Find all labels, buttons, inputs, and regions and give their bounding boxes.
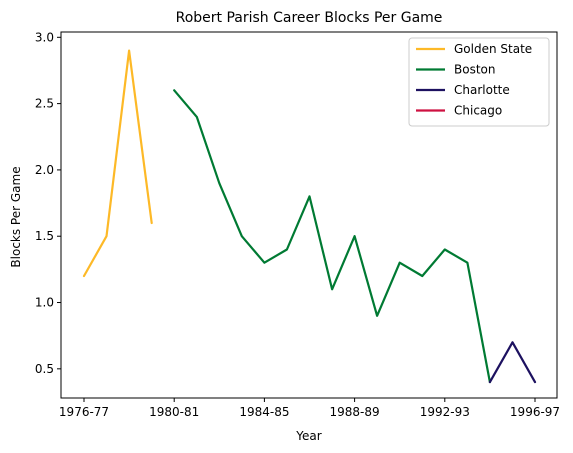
x-axis-label: Year	[295, 429, 321, 443]
x-tick-label: 1984-85	[239, 405, 289, 419]
y-tick-label: 1.5	[35, 229, 54, 243]
legend-label: Charlotte	[454, 83, 510, 97]
legend-box	[408, 37, 550, 127]
chart-title: Robert Parish Career Blocks Per Game	[176, 10, 443, 26]
legend-label: Golden State	[454, 42, 532, 56]
legend-label: Chicago	[454, 104, 502, 118]
plot-area: 1976-77 1980-81 1984-85 1988-89 1992-93 1996-…	[35, 30, 560, 419]
legend: Golden State Boston Charlotte Chicago	[408, 37, 550, 127]
x-tick-label: 1992-93	[420, 405, 470, 419]
series-line-boston	[173, 89, 491, 384]
legend-label: Boston	[454, 63, 495, 77]
y-tick-label: 2.0	[35, 163, 54, 177]
x-tick-label: 1976-77	[59, 405, 109, 419]
y-tick-label: 1.0	[35, 296, 54, 310]
x-tick-label: 1980-81	[149, 405, 199, 419]
y-tick-label: 3.0	[35, 30, 54, 44]
axes-frame	[60, 31, 558, 399]
series-line-golden-state	[82, 49, 153, 278]
y-tick-label: 0.5	[35, 362, 54, 376]
series-line-charlotte	[488, 341, 537, 384]
x-tick-label: 1988-89	[330, 405, 380, 419]
x-tick-label: 1996-97	[510, 405, 560, 419]
y-axis-label: Blocks Per Game	[9, 166, 23, 267]
y-tick-label: 2.5	[35, 97, 54, 111]
